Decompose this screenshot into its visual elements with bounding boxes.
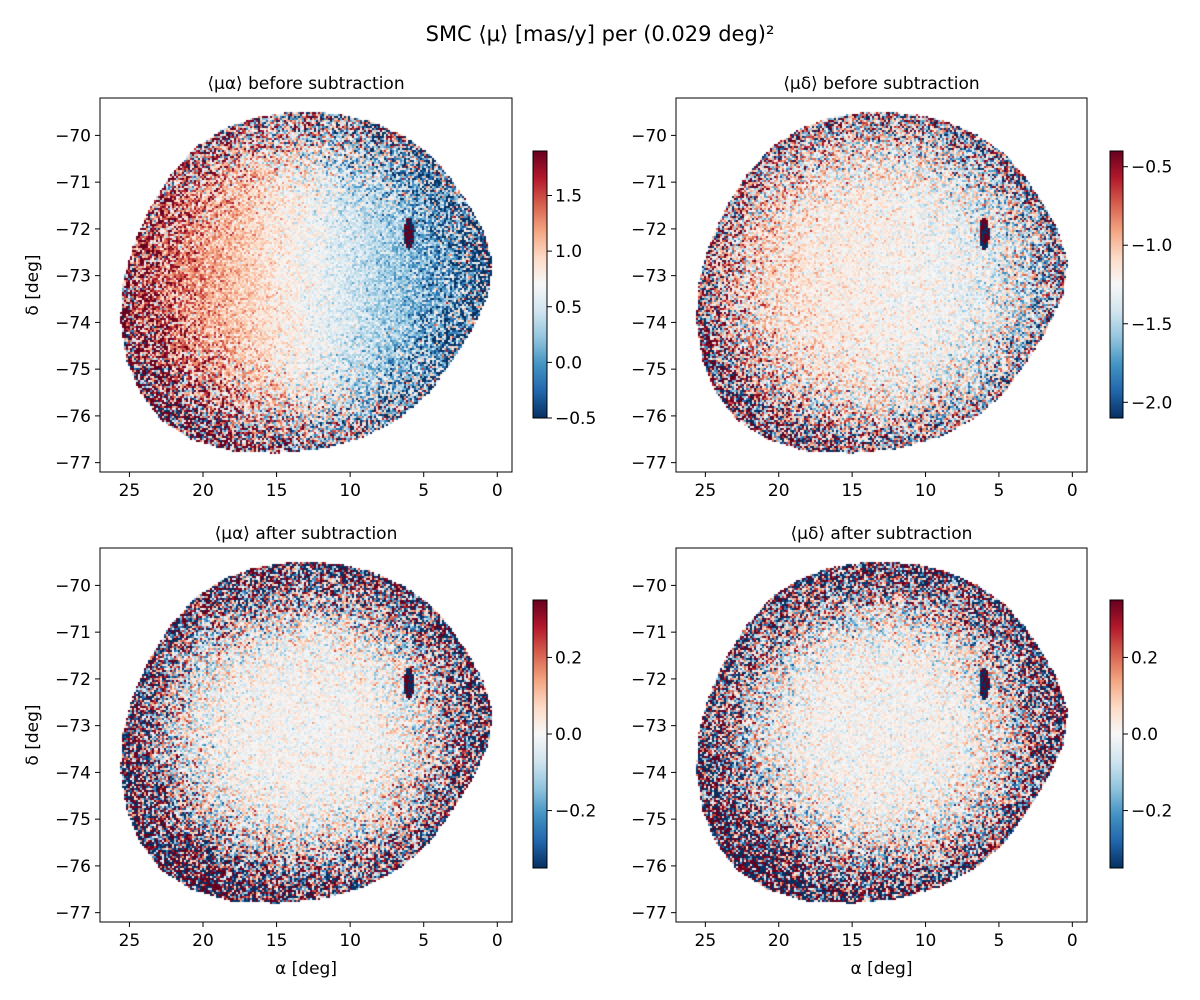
x-tick-label: 10 xyxy=(339,931,361,951)
y-tick-label: −72 xyxy=(631,220,667,240)
colorbar-tick-label: −1.0 xyxy=(1131,236,1172,256)
x-tick-label: 5 xyxy=(418,481,429,501)
heatmap-image xyxy=(100,98,512,472)
x-tick-label: 25 xyxy=(119,481,141,501)
panels: ⟨μα⟩ before subtraction 25 20 15 10 5 0 −70 −71 −… xyxy=(23,74,1172,979)
axes-frame xyxy=(99,547,513,923)
x-tick-label: 25 xyxy=(695,931,717,951)
colorbar-tick-label: 0.5 xyxy=(555,298,582,318)
x-tick-label: 0 xyxy=(1067,931,1078,951)
panel-title: ⟨μδ⟩ before subtraction xyxy=(783,74,979,94)
colorbar-tick-label: −0.2 xyxy=(555,802,596,822)
y-tick-label: −77 xyxy=(55,454,91,474)
x-tick-label: 5 xyxy=(994,931,1005,951)
y-tick-label: −71 xyxy=(55,623,91,643)
y-tick-label: −72 xyxy=(631,670,667,690)
colorbar xyxy=(532,599,548,869)
y-tick-label: −75 xyxy=(55,810,91,830)
colorbar-tick-label: 1.5 xyxy=(555,187,582,207)
y-tick-label: −77 xyxy=(631,904,667,924)
y-tick-label: −76 xyxy=(55,857,91,877)
y-tick-label: −76 xyxy=(55,407,91,427)
y-axis-label: δ [deg] xyxy=(23,254,43,315)
colorbar xyxy=(1109,150,1124,419)
x-tick-label: 25 xyxy=(119,931,141,951)
colorbar-tick-label: −1.5 xyxy=(1131,315,1172,335)
y-tick-label: −74 xyxy=(631,763,667,783)
y-tick-label: −70 xyxy=(55,126,91,146)
x-tick-label: 5 xyxy=(418,931,429,951)
figure-title: SMC ⟨μ⟩ [mas/y] per (0.029 deg)² xyxy=(426,22,775,46)
colorbar-tick-label: −2.0 xyxy=(1131,393,1172,413)
panel-title: ⟨μα⟩ before subtraction xyxy=(207,74,404,94)
colorbar-tick-label: −0.5 xyxy=(555,409,596,429)
colorbar-tick-label: 0.2 xyxy=(1131,648,1158,668)
x-tick-label: 15 xyxy=(841,931,863,951)
panel-4: ⟨μδ⟩ after subtraction 25 20 15 10 5 0 −70 −71 −7… xyxy=(631,524,1172,979)
x-axis-label: α [deg] xyxy=(851,959,913,979)
x-tick-label: 20 xyxy=(768,931,790,951)
panel-1: ⟨μα⟩ before subtraction 25 20 15 10 5 0 −70 −71 −… xyxy=(23,74,596,501)
y-axis-label: δ [deg] xyxy=(23,704,43,765)
y-tick-label: −72 xyxy=(55,670,91,690)
axes-frame xyxy=(99,97,513,473)
y-tick-label: −76 xyxy=(631,857,667,877)
colorbar xyxy=(1109,599,1124,869)
x-tick-label: 15 xyxy=(266,931,288,951)
panel-title: ⟨μα⟩ after subtraction xyxy=(215,524,398,544)
colorbar-tick-label: 0.0 xyxy=(555,353,582,373)
x-axis-label: α [deg] xyxy=(275,959,337,979)
y-tick-label: −70 xyxy=(55,576,91,596)
panel-2: ⟨μδ⟩ before subtraction 25 20 15 10 5 0 −70 −71 −… xyxy=(631,74,1172,501)
panel-3: ⟨μα⟩ after subtraction 25 20 15 10 5 0 −70 −71 −7… xyxy=(23,524,596,979)
y-tick-label: −74 xyxy=(55,763,91,783)
x-tick-label: 20 xyxy=(192,931,214,951)
x-tick-label: 10 xyxy=(339,481,361,501)
y-tick-label: −73 xyxy=(55,717,91,737)
x-tick-label: 15 xyxy=(266,481,288,501)
axes-frame xyxy=(675,97,1088,473)
x-tick-label: 20 xyxy=(192,481,214,501)
panel-title: ⟨μδ⟩ after subtraction xyxy=(791,524,973,544)
y-tick-label: −74 xyxy=(631,313,667,333)
x-tick-label: 20 xyxy=(768,481,790,501)
y-tick-label: −77 xyxy=(55,904,91,924)
y-tick-label: −73 xyxy=(631,717,667,737)
heatmap-image xyxy=(100,548,512,922)
y-tick-label: −70 xyxy=(631,576,667,596)
colorbar-tick-label: −0.2 xyxy=(1131,802,1172,822)
x-tick-label: 0 xyxy=(1067,481,1078,501)
colorbar-tick-label: 0.2 xyxy=(555,648,582,668)
y-tick-label: −71 xyxy=(631,623,667,643)
y-tick-label: −75 xyxy=(55,360,91,380)
colorbar-tick-label: 1.0 xyxy=(555,242,582,262)
x-tick-label: 0 xyxy=(492,481,503,501)
colorbar-tick-label: 0.0 xyxy=(1131,725,1158,745)
y-tick-label: −75 xyxy=(631,810,667,830)
x-tick-label: 5 xyxy=(994,481,1005,501)
y-tick-label: −73 xyxy=(55,267,91,287)
y-tick-label: −73 xyxy=(631,267,667,287)
x-tick-label: 25 xyxy=(695,481,717,501)
y-tick-label: −75 xyxy=(631,360,667,380)
x-tick-label: 10 xyxy=(915,481,937,501)
y-tick-label: −74 xyxy=(55,313,91,333)
y-tick-label: −77 xyxy=(631,454,667,474)
x-tick-label: 10 xyxy=(915,931,937,951)
axes-frame xyxy=(675,547,1088,923)
y-tick-label: −72 xyxy=(55,220,91,240)
heatmap-image xyxy=(676,548,1087,922)
y-tick-label: −76 xyxy=(631,407,667,427)
heatmap-image xyxy=(676,98,1087,472)
colorbar-tick-label: −0.5 xyxy=(1131,158,1172,178)
x-tick-label: 15 xyxy=(841,481,863,501)
colorbar-tick-label: 0.0 xyxy=(555,725,582,745)
y-tick-label: −71 xyxy=(631,173,667,193)
x-tick-label: 0 xyxy=(492,931,503,951)
colorbar xyxy=(532,150,548,419)
y-tick-label: −70 xyxy=(631,126,667,146)
y-tick-label: −71 xyxy=(55,173,91,193)
